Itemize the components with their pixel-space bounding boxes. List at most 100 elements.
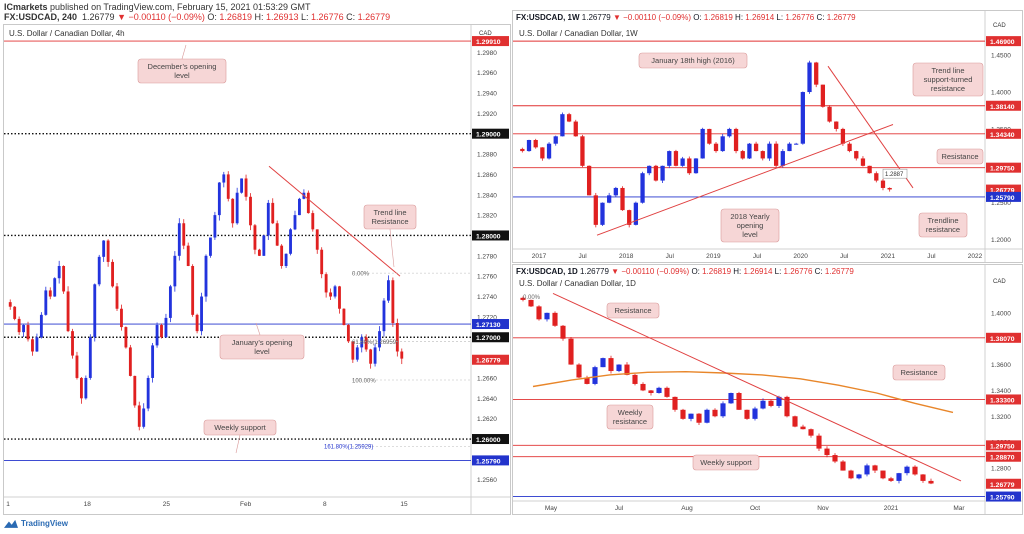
- candle-body: [311, 213, 315, 230]
- candle-body: [856, 474, 862, 479]
- note-december-text: level: [174, 71, 190, 80]
- candle-body: [8, 302, 12, 307]
- price-tag-box: [472, 128, 509, 139]
- price-tag-box: [472, 230, 509, 241]
- candle-body: [736, 393, 742, 410]
- price-tag-label: 1.33300: [990, 397, 1015, 404]
- price-tag-box: [986, 491, 1021, 502]
- chart-panel-1w[interactable]: FX:USDCAD, 1W 1.26779 ▼ −0.00110 (−0.09%…: [512, 10, 1023, 263]
- x-tick-label: Jul: [927, 253, 936, 260]
- candle-body: [780, 151, 785, 166]
- chart-panel-4h[interactable]: U.S. Dollar / Canadian Dollar, 4h CAD 1.2…: [3, 24, 511, 515]
- chart-1d-svg[interactable]: CAD1.26001.28001.30001.32001.34001.36001…: [513, 265, 1022, 514]
- candle-body: [544, 312, 550, 320]
- y-tick-label: 1.2980: [477, 50, 497, 57]
- candle-body: [257, 249, 261, 256]
- tradingview-logo-icon: [4, 519, 18, 528]
- candle-body: [275, 223, 279, 246]
- y-tick-label: 1.2920: [477, 111, 497, 118]
- candle-body: [75, 355, 79, 378]
- candle-body: [35, 337, 39, 352]
- candle-body: [888, 478, 894, 481]
- chart-4h-svg[interactable]: CAD1.25601.25801.26001.26201.26401.26601…: [4, 25, 510, 514]
- y-tick-label: 1.2820: [477, 213, 497, 220]
- left-low: 1.26776: [311, 12, 344, 22]
- candle-body: [807, 62, 812, 93]
- note-2018-text: 2018 Yearly: [730, 212, 769, 221]
- tradingview-brand[interactable]: TradingView: [4, 519, 68, 528]
- candle-body: [633, 202, 639, 225]
- candle-body: [128, 347, 132, 376]
- tr-header: FX:USDCAD, 1W 1.26779 ▼ −0.00110 (−0.09%…: [516, 13, 856, 22]
- candle-body: [816, 435, 822, 449]
- candle-body: [62, 266, 66, 292]
- candle-body: [864, 465, 870, 475]
- candle-body: [338, 286, 341, 309]
- left-price: 1.26779: [82, 12, 115, 22]
- left-close: 1.26779: [357, 12, 391, 22]
- candle-body: [71, 331, 74, 356]
- candle-body: [760, 151, 765, 159]
- candle-body: [820, 84, 826, 107]
- candle-body: [142, 408, 146, 427]
- price-tag-box: [986, 184, 1021, 195]
- candle-body: [540, 147, 545, 159]
- chart-panel-1d[interactable]: FX:USDCAD, 1D 1.26779 ▼ −0.00110 (−0.09%…: [512, 264, 1023, 515]
- candle-body: [395, 322, 399, 352]
- note-trendline-resistance-box: [918, 212, 968, 238]
- price-tag-box: [472, 36, 509, 47]
- candle-body: [533, 140, 538, 148]
- candle-body: [342, 308, 346, 326]
- price-tag-label: 1.38070: [990, 336, 1015, 343]
- price-tag-label: 1.29750: [990, 443, 1015, 450]
- y-tick-label: 1.2860: [477, 172, 497, 179]
- note-resistance-text: Resistance: [941, 152, 978, 161]
- candle-body: [48, 290, 52, 297]
- candle-body: [84, 377, 88, 399]
- callout-pointer: [181, 44, 187, 60]
- candle-body: [632, 374, 638, 384]
- candle-body: [600, 358, 606, 368]
- candle-body: [673, 151, 679, 166]
- candle-body: [168, 286, 172, 318]
- price-tag-label: 1.26779: [990, 188, 1015, 195]
- candle-body: [111, 261, 114, 287]
- y-tick-label: 1.2500: [991, 200, 1011, 207]
- x-tick-label: Jul: [666, 253, 675, 260]
- fib-label: 0.00%: [523, 295, 541, 301]
- candle-body: [262, 235, 266, 256]
- candle-body: [66, 291, 70, 332]
- candle-body: [584, 377, 590, 384]
- candle-body: [209, 237, 212, 256]
- candle-body: [120, 308, 123, 328]
- note-january-text: January’s opening: [232, 338, 293, 347]
- candle-body: [324, 274, 328, 293]
- price-tag-label: 1.26779: [476, 358, 501, 365]
- candle-body: [688, 413, 694, 419]
- note-weekly-support-text: Weekly support: [700, 458, 752, 467]
- candle-body: [593, 195, 598, 225]
- candle-body: [847, 143, 852, 152]
- chart-1w-svg[interactable]: CAD1.20001.25001.30001.35001.40001.45002…: [513, 11, 1022, 262]
- candle-body: [360, 337, 364, 348]
- publisher-name[interactable]: ICmarkets: [4, 2, 48, 12]
- candle-body: [191, 266, 195, 315]
- price-tag-label: 1.34340: [990, 132, 1015, 139]
- candle-body: [653, 165, 659, 181]
- tr-subtitle: U.S. Dollar / Canadian Dollar, 1W: [519, 29, 638, 38]
- candle-body: [744, 409, 750, 419]
- candle-body: [928, 480, 934, 484]
- candle-body: [39, 314, 43, 338]
- candle-body: [586, 165, 592, 196]
- candle-body: [620, 187, 625, 211]
- candle-body: [656, 387, 662, 393]
- candle-body: [528, 299, 534, 307]
- note-december-text: December’s opening: [148, 62, 217, 71]
- y-tick-label: 1.2740: [477, 294, 497, 301]
- y-tick-label: 1.4000: [991, 310, 1011, 317]
- price-tag-label: 1.28000: [476, 233, 501, 240]
- candle-body: [133, 375, 137, 406]
- callout-pointer: [235, 434, 241, 454]
- candle-body: [787, 143, 792, 152]
- x-tick-label: Jul: [578, 253, 587, 260]
